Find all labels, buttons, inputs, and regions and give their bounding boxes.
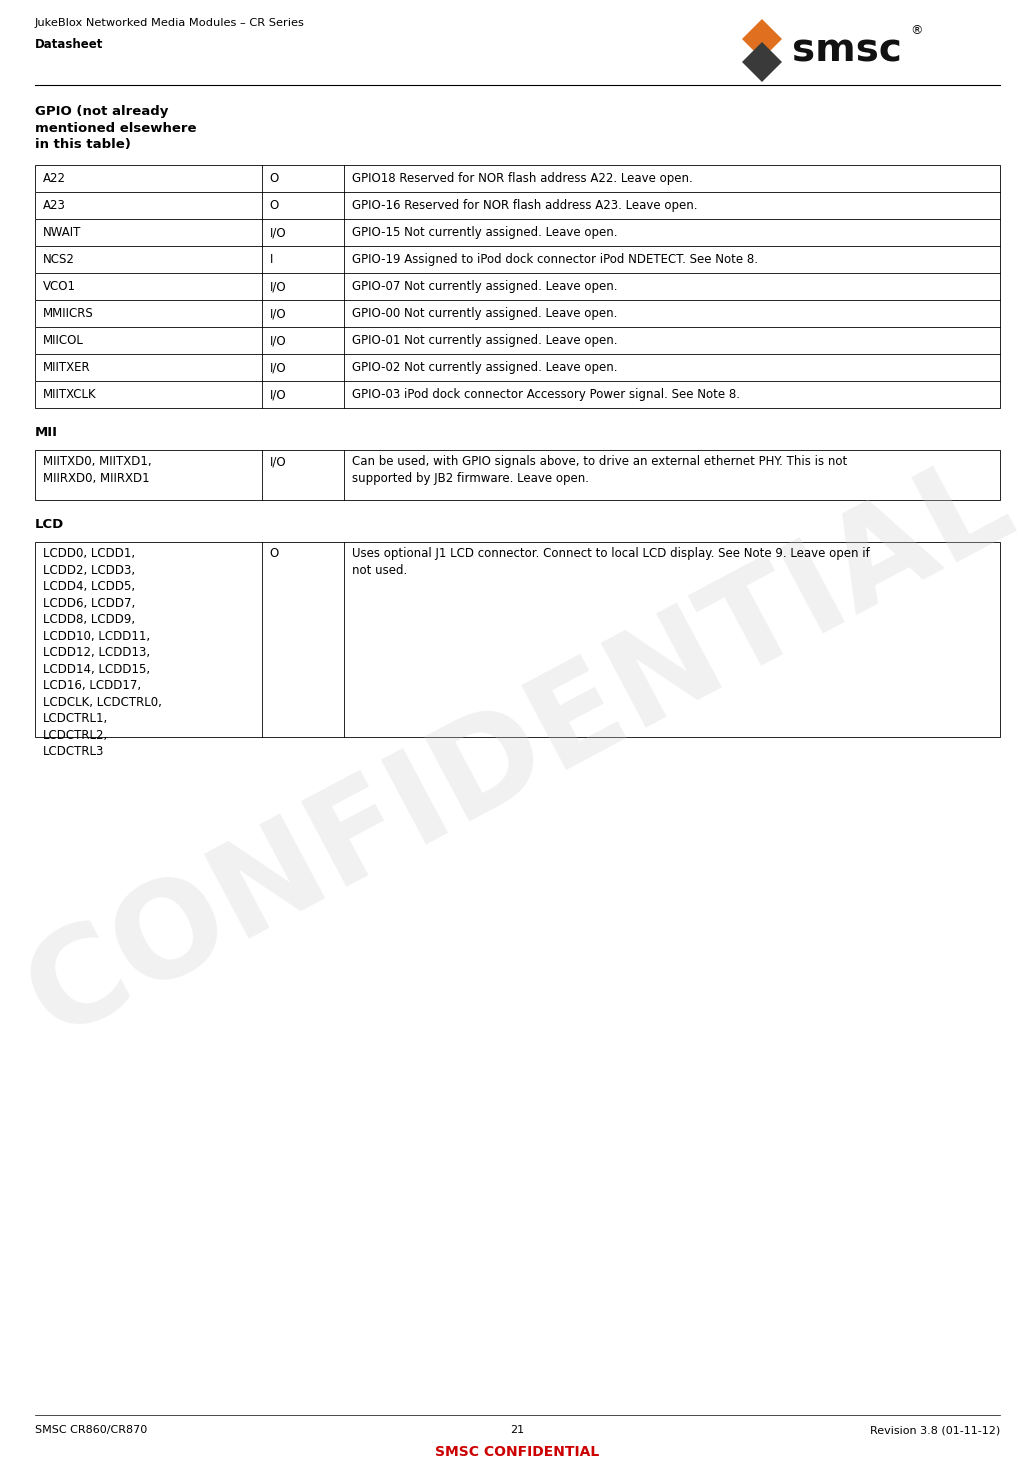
Text: I/O: I/O — [270, 307, 287, 320]
Text: MIICOL: MIICOL — [43, 333, 84, 346]
Text: 21: 21 — [510, 1425, 525, 1436]
Text: I/O: I/O — [270, 227, 287, 238]
Text: I/O: I/O — [270, 333, 287, 346]
Text: MIITXER: MIITXER — [43, 361, 91, 374]
Text: GPIO-02 Not currently assigned. Leave open.: GPIO-02 Not currently assigned. Leave op… — [352, 361, 617, 374]
Text: I/O: I/O — [270, 281, 287, 292]
Bar — [35, 450, 1000, 500]
Bar — [35, 300, 1000, 327]
Bar — [35, 354, 1000, 382]
Text: VCO1: VCO1 — [43, 281, 76, 292]
Bar — [35, 246, 1000, 273]
Text: GPIO-01 Not currently assigned. Leave open.: GPIO-01 Not currently assigned. Leave op… — [352, 333, 617, 346]
Text: I/O: I/O — [270, 361, 287, 374]
Bar — [35, 450, 1000, 500]
Text: CONFIDENTIAL: CONFIDENTIAL — [7, 437, 1033, 1063]
Text: GPIO-07 Not currently assigned. Leave open.: GPIO-07 Not currently assigned. Leave op… — [352, 281, 617, 292]
Bar — [35, 354, 1000, 382]
Text: GPIO-19 Assigned to iPod dock connector iPod NDETECT. See Note 8.: GPIO-19 Assigned to iPod dock connector … — [352, 253, 758, 266]
Polygon shape — [742, 42, 782, 82]
Text: GPIO (not already
mentioned elsewhere
in this table): GPIO (not already mentioned elsewhere in… — [35, 105, 197, 151]
Text: A22: A22 — [43, 173, 66, 186]
Text: O: O — [270, 173, 279, 186]
Bar — [35, 165, 1000, 192]
Text: GPIO-00 Not currently assigned. Leave open.: GPIO-00 Not currently assigned. Leave op… — [352, 307, 617, 320]
Bar — [35, 219, 1000, 246]
Bar — [35, 300, 1000, 327]
Bar — [35, 327, 1000, 354]
Text: I/O: I/O — [270, 455, 287, 468]
Text: A23: A23 — [43, 199, 66, 212]
Text: Revision 3.8 (01-11-12): Revision 3.8 (01-11-12) — [869, 1425, 1000, 1436]
Bar — [35, 382, 1000, 408]
Text: LCDD0, LCDD1,
LCDD2, LCDD3,
LCDD4, LCDD5,
LCDD6, LCDD7,
LCDD8, LCDD9,
LCDD10, LC: LCDD0, LCDD1, LCDD2, LCDD3, LCDD4, LCDD5… — [43, 547, 161, 757]
Bar — [35, 246, 1000, 273]
Bar — [35, 327, 1000, 354]
Text: smsc: smsc — [792, 31, 901, 69]
Bar — [35, 192, 1000, 219]
Bar — [35, 273, 1000, 300]
Bar — [35, 273, 1000, 300]
Polygon shape — [742, 19, 782, 58]
Text: MMIICRS: MMIICRS — [43, 307, 94, 320]
Bar — [35, 192, 1000, 219]
Bar — [35, 542, 1000, 737]
Text: GPIO-15 Not currently assigned. Leave open.: GPIO-15 Not currently assigned. Leave op… — [352, 227, 617, 238]
Text: SMSC CR860/CR870: SMSC CR860/CR870 — [35, 1425, 147, 1436]
Text: GPIO-16 Reserved for NOR flash address A23. Leave open.: GPIO-16 Reserved for NOR flash address A… — [352, 199, 698, 212]
Text: Can be used, with GPIO signals above, to drive an external ethernet PHY. This is: Can be used, with GPIO signals above, to… — [352, 455, 847, 484]
Text: ®: ® — [910, 23, 922, 37]
Text: Datasheet: Datasheet — [35, 38, 104, 51]
Text: NWAIT: NWAIT — [43, 227, 82, 238]
Bar — [35, 382, 1000, 408]
Bar — [35, 219, 1000, 246]
Text: MIITXD0, MIITXD1,
MIIRXD0, MIIRXD1: MIITXD0, MIITXD1, MIIRXD0, MIIRXD1 — [43, 455, 151, 484]
Bar — [35, 542, 1000, 737]
Text: SMSC CONFIDENTIAL: SMSC CONFIDENTIAL — [436, 1444, 599, 1459]
Text: I: I — [270, 253, 273, 266]
Text: GPIO-03 iPod dock connector Accessory Power signal. See Note 8.: GPIO-03 iPod dock connector Accessory Po… — [352, 387, 740, 401]
Text: NCS2: NCS2 — [43, 253, 75, 266]
Text: LCD: LCD — [35, 518, 64, 531]
Bar — [35, 165, 1000, 192]
Text: I/O: I/O — [270, 387, 287, 401]
Text: MII: MII — [35, 425, 58, 439]
Text: O: O — [270, 547, 279, 560]
Text: Uses optional J1 LCD connector. Connect to local LCD display. See Note 9. Leave : Uses optional J1 LCD connector. Connect … — [352, 547, 869, 576]
Text: MIITXCLK: MIITXCLK — [43, 387, 96, 401]
Text: O: O — [270, 199, 279, 212]
Text: GPIO18 Reserved for NOR flash address A22. Leave open.: GPIO18 Reserved for NOR flash address A2… — [352, 173, 692, 186]
Text: JukeBlox Networked Media Modules – CR Series: JukeBlox Networked Media Modules – CR Se… — [35, 18, 305, 28]
